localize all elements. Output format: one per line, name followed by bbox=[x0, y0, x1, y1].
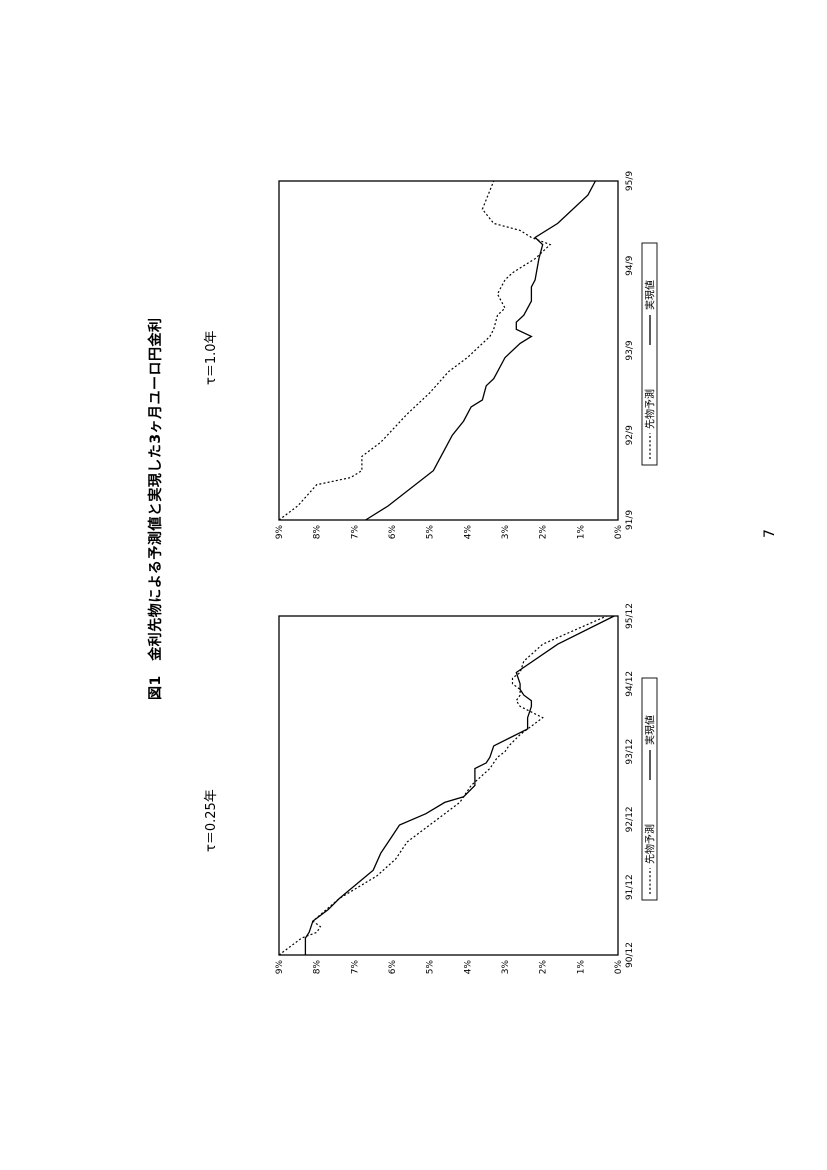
y-tick-label: 8% bbox=[313, 525, 323, 540]
y-tick-label: 7% bbox=[350, 960, 360, 975]
y-tick-label: 6% bbox=[388, 960, 398, 975]
y-tick-label: 0% bbox=[614, 525, 624, 540]
y-tick-label: 3% bbox=[501, 960, 511, 975]
x-tick-label: 94/12 bbox=[625, 671, 635, 697]
y-tick-label: 0% bbox=[614, 960, 624, 975]
y-tick-label: 4% bbox=[463, 525, 473, 540]
x-tick-label: 91/12 bbox=[625, 874, 635, 900]
legend-box bbox=[641, 677, 658, 901]
x-tick-label: 91/9 bbox=[625, 510, 635, 530]
x-tick-label: 93/12 bbox=[625, 739, 635, 765]
y-tick-label: 4% bbox=[463, 960, 473, 975]
legend-label-realized: 実現値 bbox=[644, 715, 657, 745]
y-tick-label: 6% bbox=[388, 525, 398, 540]
y-tick-label: 3% bbox=[501, 525, 511, 540]
series-line-realized bbox=[365, 180, 596, 521]
series-line-futures-forecast bbox=[278, 615, 607, 956]
series-line-realized bbox=[304, 615, 615, 955]
plot-frame bbox=[278, 615, 619, 956]
series-line-futures-forecast bbox=[278, 180, 552, 521]
plot-frame bbox=[278, 180, 619, 521]
x-tick-label: 95/9 bbox=[625, 171, 635, 191]
y-tick-label: 7% bbox=[350, 525, 360, 540]
y-tick-label: 8% bbox=[313, 960, 323, 975]
y-tick-label: 9% bbox=[275, 960, 285, 975]
y-tick-label: 5% bbox=[426, 960, 436, 975]
y-tick-label: 1% bbox=[576, 960, 586, 975]
x-tick-label: 90/12 bbox=[625, 942, 635, 968]
x-tick-label: 92/12 bbox=[625, 806, 635, 832]
legend-label-futures: 先物予測 bbox=[644, 389, 657, 429]
y-tick-label: 2% bbox=[539, 525, 549, 540]
y-tick-label: 5% bbox=[426, 525, 436, 540]
chart-panel-0: 0% 1% 2% 3% 4% 5% 6% 7% 8% 9% 90/12 91/12 92/12 93/12… bbox=[275, 603, 658, 975]
y-tick-label: 1% bbox=[576, 525, 586, 540]
legend-label-futures: 先物予測 bbox=[644, 824, 657, 864]
x-tick-label: 94/9 bbox=[625, 255, 635, 275]
legend-box bbox=[641, 242, 658, 466]
x-tick-label: 95/12 bbox=[625, 603, 635, 629]
chart-panel-1: 0% 1% 2% 3% 4% 5% 6% 7% 8% 9% 91/9 92/9 93/9 94/9 95/9… bbox=[275, 171, 658, 540]
x-tick-label: 93/9 bbox=[625, 340, 635, 360]
x-tick-label: 92/9 bbox=[625, 425, 635, 445]
y-tick-label: 2% bbox=[539, 960, 549, 975]
legend-label-realized: 実現値 bbox=[644, 280, 657, 310]
y-tick-label: 9% bbox=[275, 525, 285, 540]
